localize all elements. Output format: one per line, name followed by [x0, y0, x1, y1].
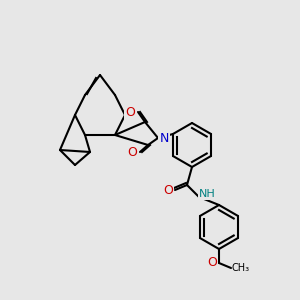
Text: CH₃: CH₃: [231, 263, 249, 273]
Text: NH: NH: [199, 189, 215, 199]
Text: O: O: [163, 184, 173, 196]
Text: N: N: [159, 131, 169, 145]
Text: O: O: [207, 256, 217, 269]
Text: O: O: [127, 146, 137, 158]
Text: O: O: [125, 106, 135, 118]
